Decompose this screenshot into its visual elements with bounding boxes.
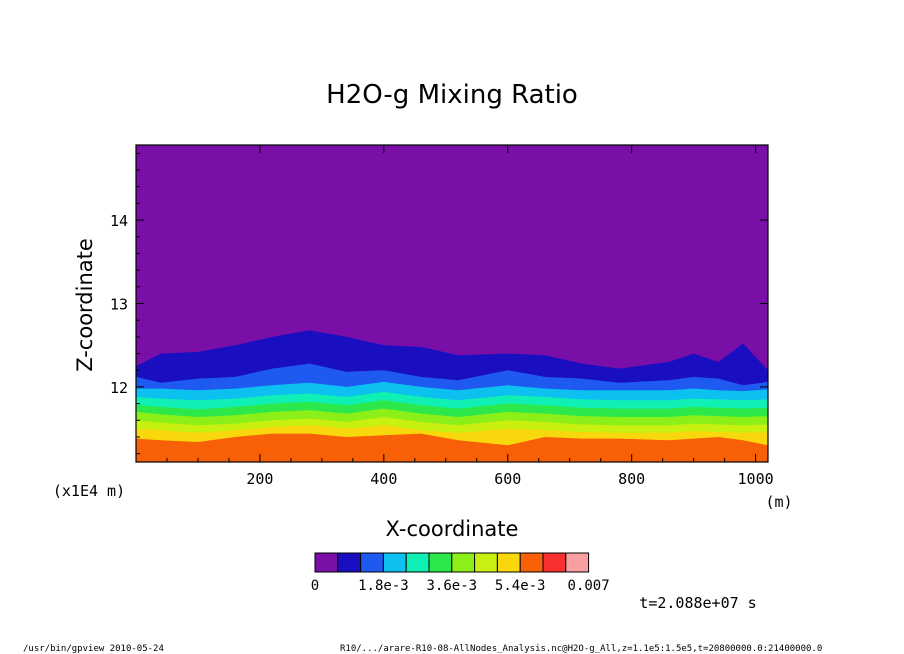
colorbar-swatch (428, 552, 453, 573)
colorbar-swatch (474, 552, 498, 573)
footer-right-text: R10/.../arare-R10-08-AllNodes_Analysis.n… (340, 644, 822, 654)
colorbar-swatch (337, 552, 362, 573)
contour-band-9 (136, 433, 768, 462)
colorbar-swatch (565, 552, 590, 573)
x-axis-label: X-coordinate (386, 517, 519, 541)
y-tick-label: 13 (110, 296, 128, 314)
colorbar-tick-label: 0 (311, 578, 319, 594)
y-axis-scale-label: (x1E4 m) (53, 482, 125, 500)
x-tick-label: 1000 (738, 470, 774, 488)
colorbar-swatch (519, 552, 544, 573)
y-tick-label: 14 (110, 212, 128, 230)
x-tick-label: 200 (246, 470, 273, 488)
colorbar-tick-label: 1.8e-3 (358, 578, 409, 594)
colorbar-swatch (451, 552, 476, 573)
time-label: t=2.088e+07 s (639, 594, 756, 612)
colorbar-swatch (360, 552, 384, 573)
y-tick-label: 12 (110, 379, 128, 397)
colorbar-tick-label: 5.4e-3 (495, 578, 546, 594)
x-axis-unit-label: (m) (765, 493, 792, 511)
colorbar-swatch (314, 552, 339, 573)
colorbar-swatch (382, 552, 407, 573)
colorbar-tick-label: 0.007 (568, 578, 610, 594)
chart-title: H2O-g Mixing Ratio (326, 80, 578, 110)
plot-area (136, 145, 768, 462)
x-tick-label: 400 (370, 470, 397, 488)
colorbar-tick-label: 3.6e-3 (427, 578, 478, 594)
colorbar-swatch (542, 552, 567, 573)
footer-left-text: /usr/bin/gpview 2010-05-24 (23, 644, 164, 654)
colorbar-swatch (496, 552, 521, 573)
colorbar-swatch (405, 552, 430, 573)
x-tick-label: 600 (494, 470, 521, 488)
colorbar (314, 552, 590, 573)
y-axis-label: Z-coordinate (73, 238, 97, 372)
x-tick-label: 800 (618, 470, 645, 488)
